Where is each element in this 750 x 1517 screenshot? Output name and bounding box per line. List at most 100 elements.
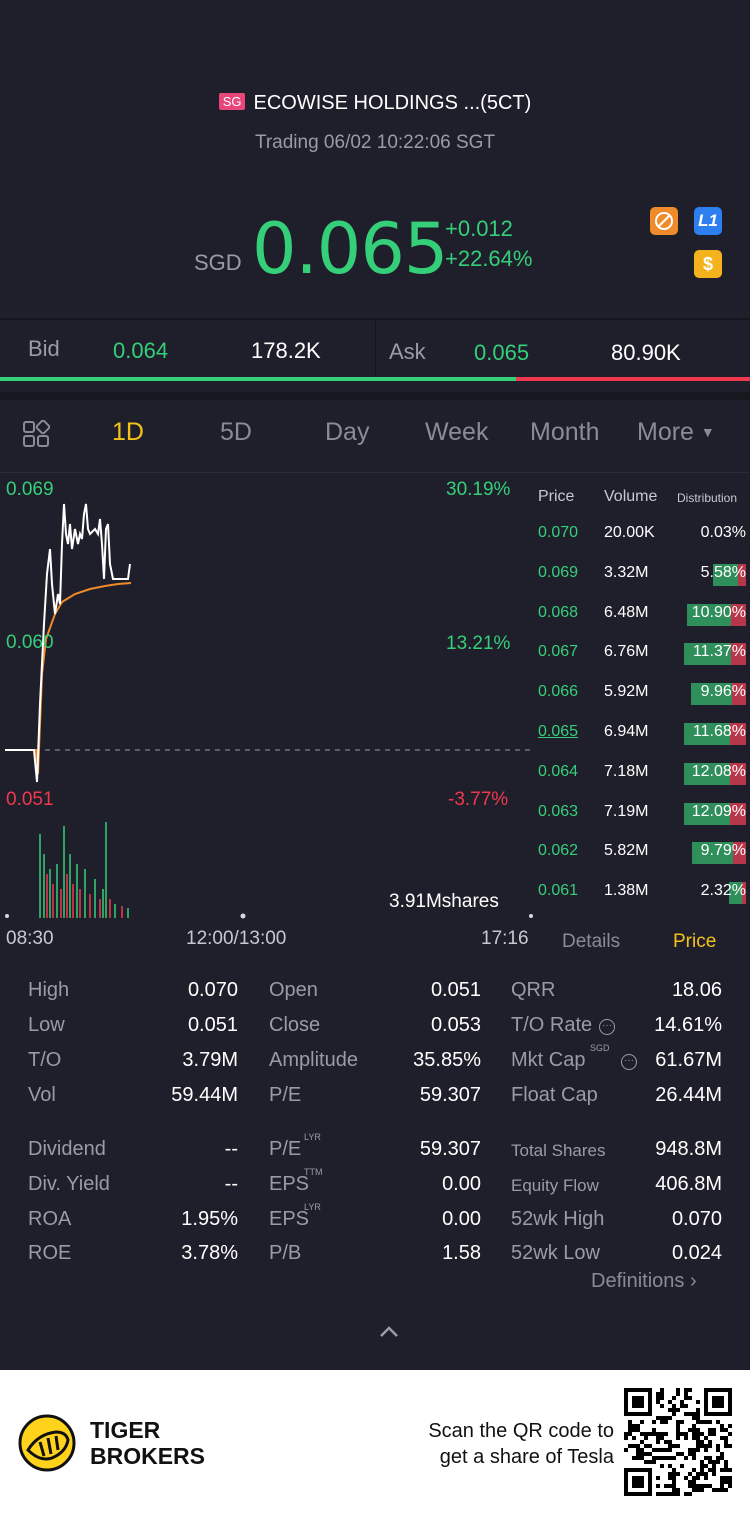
stat-value: 0.00 bbox=[442, 1208, 481, 1230]
stat-label: ROA bbox=[28, 1208, 72, 1230]
ob-price: 0.070 bbox=[538, 524, 579, 541]
ob-distribution-bar bbox=[713, 563, 746, 586]
orderbook-row[interactable]: 0.070 20.00K 0.03% bbox=[538, 524, 750, 548]
promo-text: Scan the QR code to get a share of Tesla bbox=[380, 1418, 614, 1470]
stat-superscript: SGD bbox=[590, 1043, 610, 1053]
tab-month[interactable]: Month bbox=[530, 418, 600, 446]
chevron-up-icon[interactable] bbox=[375, 1318, 403, 1346]
x-axis-end: 17:16 bbox=[481, 928, 529, 949]
intraday-chart[interactable] bbox=[0, 474, 535, 924]
tab-price[interactable]: Price bbox=[673, 931, 717, 952]
ob-price: 0.064 bbox=[538, 762, 579, 780]
stat-label: QRR bbox=[511, 979, 556, 1001]
orderbook-row[interactable]: 0.065 6.94M 11.68% bbox=[538, 723, 750, 747]
stat-value: 0.00 bbox=[442, 1173, 481, 1195]
ob-price: 0.066 bbox=[538, 683, 579, 701]
orderbook-row[interactable]: 0.069 3.32M 5.58% bbox=[538, 563, 750, 588]
ob-distribution-bar bbox=[692, 842, 746, 865]
divider bbox=[375, 320, 376, 376]
ob-distribution: 10.90% bbox=[691, 603, 746, 621]
definitions-label: Definitions bbox=[591, 1270, 685, 1292]
stat-value: 0.024 bbox=[671, 1242, 722, 1264]
ob-volume: 7.19M bbox=[604, 802, 649, 820]
tab-1d[interactable]: 1D bbox=[112, 418, 144, 446]
stat-value: 406.8M bbox=[655, 1173, 722, 1195]
last-price: 0.065 bbox=[252, 208, 448, 290]
promo-line2: get a share of Tesla bbox=[439, 1446, 614, 1468]
grid-layout-icon[interactable] bbox=[22, 419, 51, 448]
stat-label: ROE bbox=[28, 1242, 72, 1264]
stat-superscript: TTM bbox=[304, 1167, 323, 1177]
ob-header-distribution: Distribution bbox=[677, 491, 738, 505]
stat-value: 18.06 bbox=[671, 979, 722, 1001]
info-icon[interactable]: ··· bbox=[599, 1019, 615, 1035]
definitions-link[interactable]: Definitions › bbox=[591, 1270, 697, 1293]
stat-label: 52wk Low bbox=[511, 1242, 600, 1264]
orderbook-row[interactable]: 0.063 7.19M 12.09% bbox=[538, 802, 750, 827]
orderbook-row[interactable]: 0.068 6.48M 10.90% bbox=[538, 603, 750, 628]
stat-label: Float Cap bbox=[511, 1084, 598, 1106]
ob-volume: 6.48M bbox=[604, 603, 649, 621]
price-change: +0.012 bbox=[445, 216, 513, 241]
orderbook-row[interactable]: 0.066 5.92M 9.96% bbox=[538, 683, 750, 707]
ob-distribution-bar bbox=[686, 603, 746, 626]
dollar-icon[interactable]: $ bbox=[694, 250, 722, 278]
promo-footer: TIGER BROKERS Scan the QR code to get a … bbox=[0, 1370, 750, 1517]
ob-price: 0.065 bbox=[538, 723, 579, 740]
stat-label: T/O bbox=[28, 1049, 62, 1071]
tab-day[interactable]: Day bbox=[325, 418, 370, 446]
tab-details[interactable]: Details bbox=[562, 931, 621, 952]
bid-label: Bid bbox=[28, 336, 60, 361]
market-badge: SG bbox=[218, 93, 246, 110]
y-axis-bottom: 0.051 bbox=[6, 789, 54, 810]
ob-distribution-bar bbox=[684, 802, 746, 825]
ob-price: 0.068 bbox=[538, 603, 579, 621]
tab-5d[interactable]: 5D bbox=[220, 418, 252, 446]
ob-volume: 7.18M bbox=[604, 762, 649, 780]
ob-volume: 1.38M bbox=[604, 882, 649, 900]
x-axis-start: 08:30 bbox=[6, 928, 54, 949]
tab-week[interactable]: Week bbox=[425, 418, 489, 446]
stat-value: 59.307 bbox=[419, 1084, 481, 1106]
info-icon[interactable]: ··· bbox=[621, 1054, 637, 1070]
stat-label: Amplitude bbox=[269, 1049, 358, 1071]
ob-distribution-bar bbox=[684, 643, 746, 666]
tiger-logo-icon bbox=[18, 1414, 76, 1472]
ob-distribution: 5.58% bbox=[700, 563, 746, 581]
ob-price: 0.063 bbox=[538, 802, 579, 820]
stat-label: High bbox=[28, 979, 70, 1001]
stat-label: Close bbox=[269, 1014, 321, 1036]
stat-value: 3.79M bbox=[182, 1049, 238, 1071]
stat-label: EPS TTM bbox=[269, 1167, 323, 1195]
ask-strength-bar bbox=[516, 377, 750, 381]
ob-distribution: 2.32% bbox=[700, 882, 746, 900]
stat-label: Open bbox=[269, 979, 318, 1001]
stat-label: 52wk High bbox=[511, 1208, 605, 1230]
ob-distribution: 11.68% bbox=[692, 723, 746, 740]
ask-size: 80.90K bbox=[611, 340, 681, 365]
stat-value: 0.070 bbox=[671, 1208, 722, 1230]
orderbook-row[interactable]: 0.067 6.76M 11.37% bbox=[538, 643, 750, 667]
orderbook-row[interactable]: 0.062 5.82M 9.79% bbox=[538, 842, 750, 866]
promo-line1: Scan the QR code to bbox=[428, 1420, 614, 1442]
no-shorting-icon[interactable] bbox=[650, 207, 678, 235]
tab-more[interactable]: More ▼ bbox=[637, 418, 715, 447]
ob-header-price: Price bbox=[538, 488, 575, 505]
ob-volume: 5.92M bbox=[604, 683, 649, 701]
ob-distribution: 12.09% bbox=[691, 802, 746, 820]
chevron-right-icon: › bbox=[689, 1270, 697, 1292]
stat-value: 59.307 bbox=[419, 1138, 481, 1160]
stat-value: 59.44M bbox=[171, 1084, 238, 1106]
ob-price: 0.069 bbox=[538, 563, 579, 581]
stat-value: 26.44M bbox=[655, 1084, 722, 1106]
brand-line1: TIGER bbox=[90, 1417, 161, 1443]
level1-icon[interactable]: L1 bbox=[694, 207, 722, 235]
trading-status: Trading 06/02 10:22:06 SGT bbox=[254, 132, 496, 153]
ob-distribution: 11.37% bbox=[692, 643, 746, 661]
stat-value: 1.58 bbox=[442, 1242, 481, 1264]
stat-value: -- bbox=[224, 1138, 238, 1160]
y-axis-top: 0.069 bbox=[6, 479, 54, 500]
orderbook-row[interactable]: 0.061 1.38M 2.32% bbox=[538, 882, 750, 906]
divider bbox=[0, 392, 750, 400]
orderbook-row[interactable]: 0.064 7.18M 12.08% bbox=[538, 762, 750, 787]
